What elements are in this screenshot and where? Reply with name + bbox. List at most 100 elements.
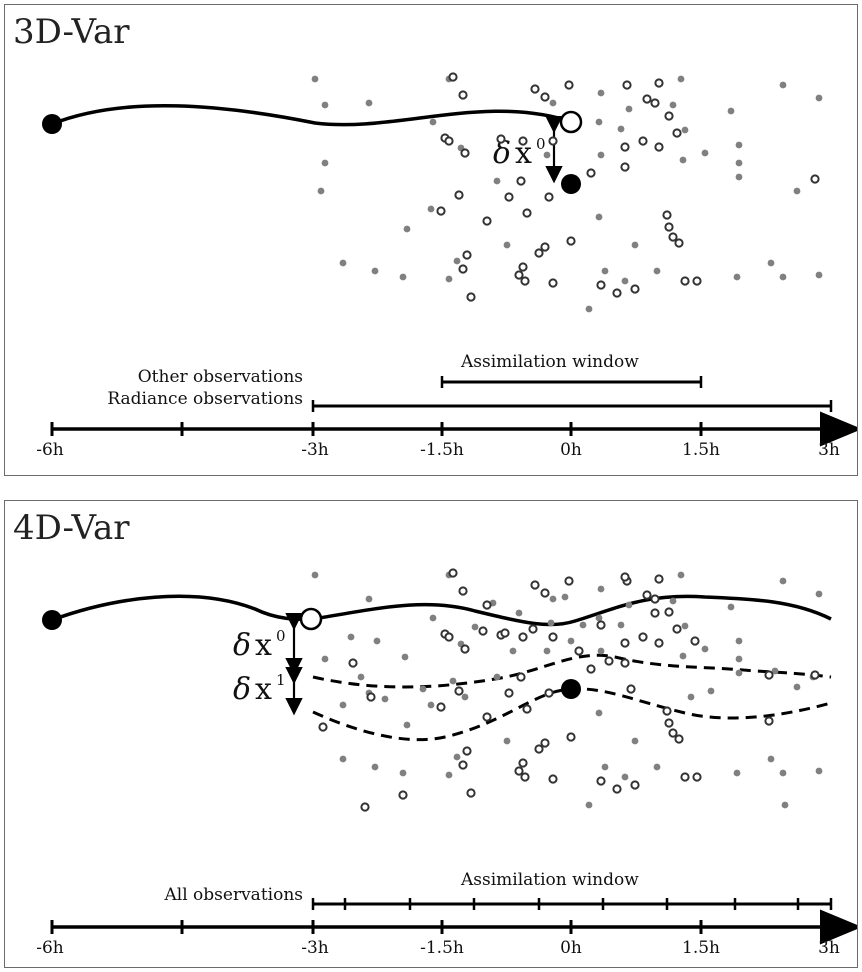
observation-dot	[493, 177, 501, 185]
observation-ring	[478, 626, 488, 636]
observation-ring	[436, 702, 446, 712]
observation-dot	[339, 755, 347, 763]
observation-ring	[458, 586, 468, 596]
observation-ring	[520, 276, 530, 286]
observation-ring	[564, 80, 574, 90]
increment1-superscript: 1	[276, 671, 286, 689]
panel-3dvar: 3D-Var δ x 0 Assimilation window Other o…	[4, 4, 858, 476]
observation-ring	[664, 607, 674, 617]
observation-ring	[518, 632, 528, 642]
observation-dot	[399, 273, 407, 281]
observation-ring	[482, 712, 492, 722]
observation-ring	[540, 242, 550, 252]
observation-dot	[317, 187, 325, 195]
panel-title: 3D-Var	[13, 12, 130, 52]
observation-ring	[764, 670, 774, 680]
observation-dot	[595, 614, 603, 622]
observation-dot	[445, 275, 453, 283]
observation-dot	[793, 187, 801, 195]
observation-ring	[398, 790, 408, 800]
observation-dot	[735, 637, 743, 645]
observation-ring	[482, 216, 492, 226]
observation-dot	[595, 213, 603, 221]
observation-ring	[638, 136, 648, 146]
observation-dot	[429, 118, 437, 126]
observation-dot	[781, 801, 789, 809]
observation-ring	[668, 232, 678, 242]
observation-ring	[674, 238, 684, 248]
observation-ring	[454, 190, 464, 200]
tick-label-1-5h: 1.5h	[682, 440, 720, 460]
observation-ring	[458, 760, 468, 770]
observation-dot	[625, 105, 633, 113]
observation-dot	[597, 585, 605, 593]
observation-ring	[462, 746, 472, 756]
observation-ring	[596, 620, 606, 630]
observation-ring	[650, 594, 660, 604]
observation-ring	[664, 222, 674, 232]
delta-symbol: δ	[493, 136, 511, 171]
observation-ring	[444, 632, 454, 642]
observation-dot	[427, 701, 435, 709]
observation-ring	[672, 128, 682, 138]
observation-ring	[654, 638, 664, 648]
observation-ring	[596, 776, 606, 786]
observation-dot	[399, 769, 407, 777]
observation-dot	[449, 677, 457, 685]
observation-ring	[638, 632, 648, 642]
observation-ring	[680, 276, 690, 286]
observation-dot	[701, 645, 709, 653]
observation-ring	[348, 658, 358, 668]
observation-dot	[547, 619, 555, 627]
observation-dot	[579, 621, 587, 629]
increment1-label: x	[255, 672, 272, 707]
observation-ring	[672, 624, 682, 634]
observation-dot	[617, 621, 625, 629]
observation-dot	[597, 151, 605, 159]
observation-dot	[567, 637, 575, 645]
observation-dot	[585, 305, 593, 313]
observation-dot	[321, 101, 329, 109]
observation-ring	[448, 72, 458, 82]
observation-ring	[466, 292, 476, 302]
observation-ring	[642, 94, 652, 104]
observation-dot	[549, 99, 557, 107]
background-start-point	[42, 610, 62, 630]
observation-dot	[767, 755, 775, 763]
observation-dot	[357, 673, 365, 681]
panel-4dvar: 4D-Var δ x 0 δ x 1 Assimilation window A…	[4, 500, 858, 968]
observation-ring	[596, 280, 606, 290]
observation-dot	[595, 709, 603, 717]
observation-dot	[471, 623, 479, 631]
observation-ring	[454, 686, 464, 696]
observation-dot	[681, 622, 689, 630]
observation-dot	[585, 801, 593, 809]
observation-ring	[520, 772, 530, 782]
all-observations-label: All observations	[164, 885, 304, 905]
observation-dot	[311, 75, 319, 83]
analysis-point	[561, 679, 581, 699]
observation-dot	[601, 763, 609, 771]
observation-dot	[371, 763, 379, 771]
observation-dot	[429, 614, 437, 622]
observation-ring	[620, 638, 630, 648]
observation-dot	[625, 601, 633, 609]
observation-ring	[626, 684, 636, 694]
delta0-symbol: δ	[233, 628, 251, 663]
observation-ring	[518, 136, 528, 146]
assimilation-window-label: Assimilation window	[460, 870, 639, 890]
observation-dot	[631, 241, 639, 249]
observation-dot	[543, 151, 551, 159]
observation-ring	[604, 656, 614, 666]
observation-ring	[586, 664, 596, 674]
observation-ring	[668, 728, 678, 738]
observation-ring	[664, 111, 674, 121]
observation-ring	[810, 670, 820, 680]
observation-ring	[654, 574, 664, 584]
tick-label-minus6h: -6h	[36, 440, 64, 460]
observation-ring	[366, 692, 376, 702]
observation-ring	[664, 718, 674, 728]
observation-ring	[458, 90, 468, 100]
observation-ring	[482, 600, 492, 610]
observation-dot	[733, 273, 741, 281]
